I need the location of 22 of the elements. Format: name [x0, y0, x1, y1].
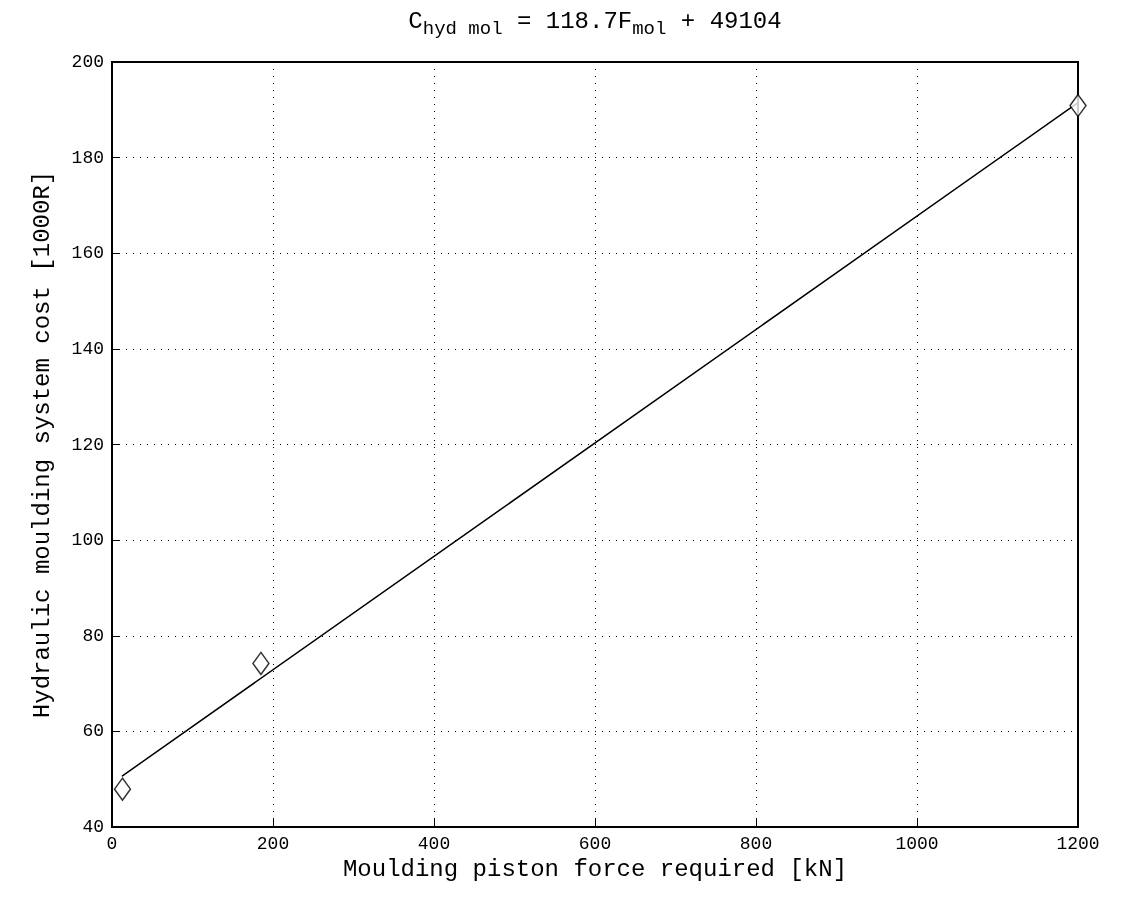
- chart-title: C$_{hyd mol}$ = 118.7F$_{mol}$ + 49104: [407, 8, 783, 40]
- x-tick-label: 0: [106, 834, 118, 854]
- y-tick-label: 100: [71, 530, 104, 551]
- point: [1069, 93, 1087, 118]
- x-tick-label: 200: [256, 834, 290, 854]
- x-tick-label: 600: [578, 834, 612, 854]
- x-tick-label: 400: [417, 834, 451, 854]
- y-tick-label: 160: [71, 243, 104, 264]
- y-tick-label: 40: [82, 817, 104, 837]
- point: [113, 777, 132, 801]
- y-tick-label: 80: [82, 625, 104, 646]
- y-axis-title: Hydraulic moulding system cost [1000R]: [28, 170, 56, 719]
- y-tick-label: 140: [71, 338, 104, 359]
- y-tick-label: 60: [82, 721, 104, 742]
- point: [252, 651, 270, 676]
- y-tick-label: 180: [71, 147, 104, 168]
- y-tick-label: 200: [71, 52, 104, 72]
- x-tick-label: 1200: [1056, 834, 1100, 854]
- x-tick-label: 800: [739, 834, 773, 854]
- x-axis-title: Moulding piston force required [kN]: [342, 856, 848, 884]
- x-tick-label: 1000: [895, 834, 939, 854]
- y-tick-label: 120: [71, 434, 104, 455]
